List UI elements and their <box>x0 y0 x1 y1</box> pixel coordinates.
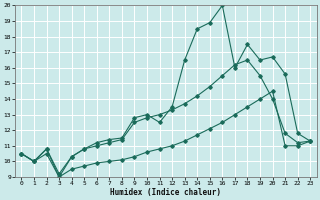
X-axis label: Humidex (Indice chaleur): Humidex (Indice chaleur) <box>110 188 221 197</box>
